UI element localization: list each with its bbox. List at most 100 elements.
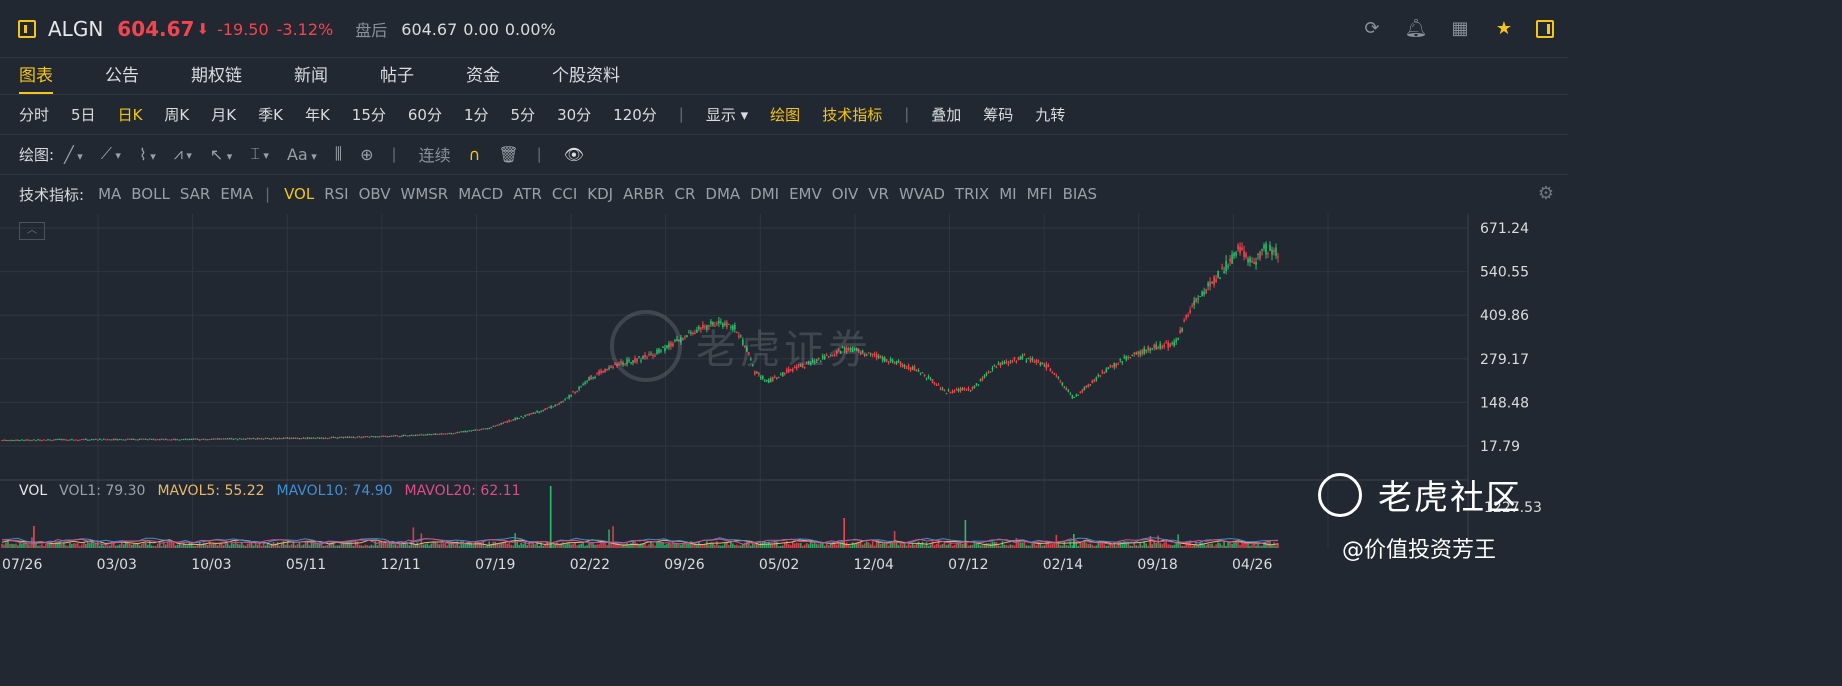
volume-bar — [67, 545, 69, 548]
refresh-icon[interactable]: ⟳ — [1364, 18, 1380, 39]
grid-icon[interactable]: ▦ — [1451, 18, 1469, 39]
tab-4[interactable]: 帖子 — [380, 66, 414, 86]
volume-bar — [47, 541, 49, 548]
indicator-sub-vol[interactable]: VOL — [284, 185, 315, 203]
candle-body — [610, 365, 612, 368]
continuous-toggle[interactable]: 连续 — [418, 146, 451, 165]
text-tool-icon[interactable]: Aa — [287, 145, 317, 164]
period-12[interactable]: 120分 — [613, 105, 657, 124]
trend-tool-icon[interactable]: ⟋ — [101, 144, 121, 164]
period-7[interactable]: 15分 — [351, 105, 386, 124]
volume-bar — [574, 542, 576, 548]
indicator-sub-mi[interactable]: MI — [999, 185, 1017, 203]
candle-body — [1015, 361, 1018, 363]
period-4[interactable]: 月K — [211, 105, 237, 124]
volume-bar — [722, 545, 724, 548]
star-icon[interactable]: ★ — [1495, 18, 1513, 39]
tab-0[interactable]: 图表 — [19, 58, 53, 94]
arrow-tool-icon[interactable]: ↖ — [210, 145, 232, 164]
display-dropdown[interactable]: 显示 ▾ — [705, 105, 749, 124]
indicator-sub-macd[interactable]: MACD — [458, 185, 504, 203]
volume-bar — [168, 541, 171, 548]
candle-body — [1237, 245, 1239, 250]
price-chart[interactable]: 671.24 540.55 409.86 279.17 148.48 17.79 1227.… — [0, 214, 1568, 584]
tab-1[interactable]: 公告 — [105, 66, 139, 86]
line-tool-icon[interactable]: ╱ — [64, 145, 83, 164]
draw-toggle[interactable]: 绘图 — [770, 105, 801, 124]
tab-5[interactable]: 资金 — [466, 66, 500, 86]
period-0[interactable]: 分时 — [19, 105, 50, 124]
volume-bar — [1033, 542, 1036, 548]
indicator-main-ma[interactable]: MA — [98, 185, 122, 203]
gear-icon[interactable]: ⚙ — [1537, 183, 1554, 204]
candle-body — [206, 439, 209, 441]
trash-icon[interactable]: 🗑︎ — [498, 144, 519, 164]
indicator-sub-vr[interactable]: VR — [868, 185, 889, 203]
volume-bar — [638, 544, 640, 548]
candle-body — [1003, 362, 1006, 364]
indicator-main-sar[interactable]: SAR — [179, 185, 211, 203]
period-11[interactable]: 30分 — [557, 105, 592, 124]
indicator-toggle[interactable]: 技术指标 — [822, 105, 883, 124]
candle-body — [478, 429, 481, 431]
candle-body — [1079, 391, 1082, 393]
indicator-sub-wvad[interactable]: WVAD — [898, 185, 945, 203]
candle-body — [516, 417, 518, 420]
collapse-icon[interactable]: ︿ — [19, 222, 45, 240]
indicator-sub-bias[interactable]: BIAS — [1062, 185, 1098, 203]
indicator-sub-emv[interactable]: EMV — [789, 185, 822, 203]
indicator-sub-arbr[interactable]: ARBR — [623, 185, 665, 203]
indicator-sub-cr[interactable]: CR — [674, 185, 696, 203]
indicator-sub-cci[interactable]: CCI — [551, 185, 578, 203]
indicator-sub-rsi[interactable]: RSI — [324, 185, 349, 203]
period-5[interactable]: 季K — [258, 105, 283, 124]
extra-0[interactable]: 叠加 — [931, 105, 962, 124]
tab-6[interactable]: 个股资料 — [552, 66, 620, 86]
magnet-icon[interactable]: ∩ — [468, 144, 481, 164]
candle-body — [901, 364, 904, 368]
extra-2[interactable]: 九转 — [1035, 105, 1066, 124]
candle-body — [887, 361, 890, 363]
volume-bar — [534, 544, 536, 548]
candle-body — [1259, 251, 1261, 259]
period-6[interactable]: 年K — [304, 105, 330, 124]
candle-body — [252, 438, 255, 440]
range-tool-icon[interactable]: ⌶ — [250, 144, 269, 164]
indicator-sub-kdj[interactable]: KDJ — [587, 185, 614, 203]
period-2[interactable]: 日K — [117, 105, 143, 124]
zoom-in-icon[interactable]: ⊕ — [360, 144, 374, 164]
period-3[interactable]: 周K — [164, 105, 190, 124]
volume-bar — [304, 541, 307, 548]
period-1[interactable]: 5日 — [71, 105, 96, 124]
candle-tool-icon[interactable]: ⫼ — [334, 144, 343, 163]
indicator-sub-wmsr[interactable]: WMSR — [400, 185, 449, 203]
period-8[interactable]: 60分 — [407, 105, 442, 124]
indicator-sub-obv[interactable]: OBV — [358, 185, 391, 203]
candle-body — [526, 414, 528, 416]
fib-tool-icon[interactable]: ⩘ — [174, 144, 192, 164]
indicator-sub-trix[interactable]: TRIX — [954, 185, 990, 203]
wave-tool-icon[interactable]: ⌇ — [139, 145, 156, 164]
tab-2[interactable]: 期权链 — [191, 66, 242, 86]
indicator-sub-mfi[interactable]: MFI — [1026, 185, 1053, 203]
y-tick-label: 540.55 — [1480, 265, 1529, 281]
indicator-sub-dma[interactable]: DMA — [705, 185, 741, 203]
side-panel-icon[interactable] — [1536, 19, 1554, 38]
indicator-main-ema[interactable]: EMA — [220, 185, 253, 203]
volume-bar — [127, 542, 129, 548]
tab-3[interactable]: 新闻 — [294, 66, 328, 86]
candle-body — [130, 438, 133, 440]
period-10[interactable]: 5分 — [510, 105, 536, 124]
indicator-main-boll[interactable]: BOLL — [131, 185, 170, 203]
candle-body — [714, 325, 716, 327]
indicator-sub-dmi[interactable]: DMI — [750, 185, 780, 203]
indicator-sub-atr[interactable]: ATR — [513, 185, 542, 203]
candle-body — [586, 380, 588, 382]
extra-1[interactable]: 筹码 — [983, 105, 1014, 124]
eye-icon[interactable]: 👁︎ — [563, 144, 584, 164]
period-9[interactable]: 1分 — [463, 105, 489, 124]
candle-body — [364, 436, 367, 438]
indicator-sub-oiv[interactable]: OIV — [831, 185, 859, 203]
candle-body — [734, 325, 736, 330]
bell-icon[interactable]: 🔔︎ — [1404, 18, 1428, 39]
